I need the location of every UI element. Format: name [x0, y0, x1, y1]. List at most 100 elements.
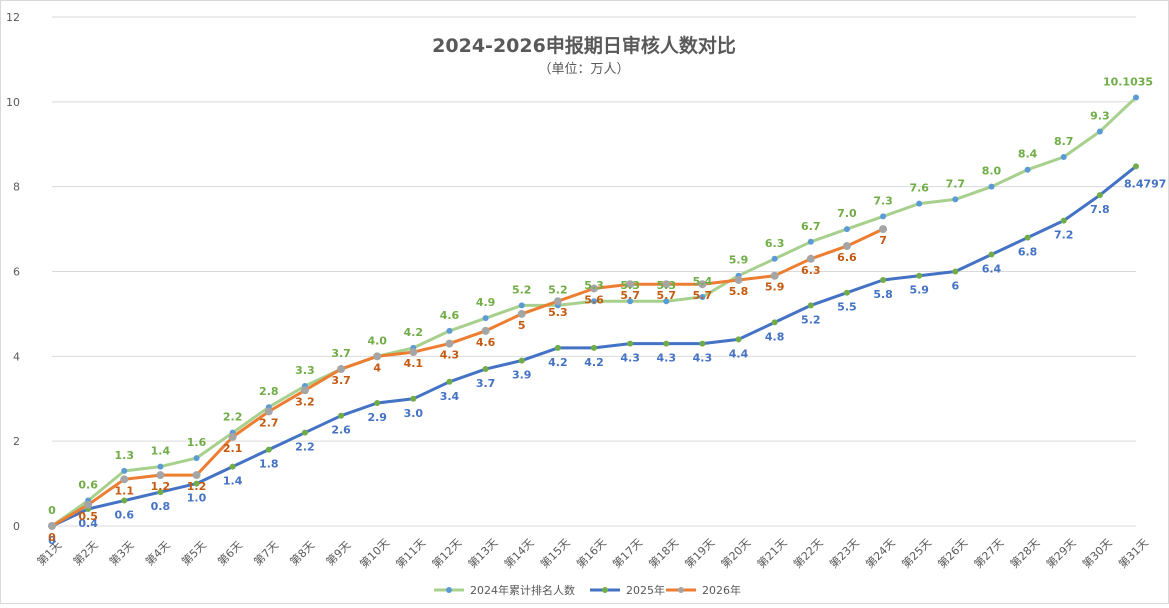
legend-item-label: 2026年: [702, 583, 741, 597]
series-point-1: [591, 344, 597, 351]
data-label: 6.7: [801, 220, 821, 233]
data-label: 5.3: [584, 279, 604, 292]
series-point-1: [1060, 217, 1067, 224]
y-tick-label: 2: [13, 435, 20, 448]
data-label: 3.0: [404, 407, 424, 420]
series-point-0: [121, 467, 128, 474]
data-label: 4.6: [440, 309, 460, 322]
series-point-2: [84, 500, 93, 509]
series-point-1: [301, 429, 308, 436]
data-label: 5: [518, 319, 526, 332]
data-label: 6.3: [801, 264, 821, 277]
data-label: 1.4: [151, 445, 171, 458]
data-label: 5.2: [548, 283, 568, 296]
data-label: 1.3: [115, 449, 135, 462]
data-label: 5.8: [729, 285, 749, 298]
y-tick-label: 10: [6, 96, 20, 109]
series-point-2: [553, 297, 562, 306]
y-tick-label: 4: [13, 350, 20, 363]
data-label: 1.1: [115, 484, 135, 497]
data-label: 0.8: [151, 500, 171, 513]
series-point-1: [554, 344, 561, 351]
data-label: 0.5: [78, 510, 98, 523]
series-point-1: [952, 268, 959, 275]
series-point-2: [517, 309, 526, 318]
series-point-2: [156, 471, 165, 480]
series-point-0: [988, 183, 995, 190]
data-label: 6.3: [765, 237, 785, 250]
data-label: 6.4: [982, 263, 1002, 276]
data-label: 4.9: [476, 296, 496, 309]
data-label: 10.1035: [1103, 75, 1153, 88]
series-point-1: [229, 463, 236, 470]
series-point-0: [807, 238, 814, 245]
legend-swatch-marker: [446, 587, 452, 593]
series-point-0: [1133, 94, 1139, 101]
series-point-0: [1024, 166, 1031, 173]
series-point-2: [48, 522, 56, 530]
data-label: 2.8: [259, 385, 279, 398]
series-point-1: [338, 412, 345, 419]
series-point-2: [300, 386, 309, 395]
chart-title: 2024-2026申报期日审核人数对比: [432, 34, 736, 57]
data-label: 5.3: [657, 279, 677, 292]
series-point-1: [1133, 163, 1139, 170]
data-label: 2.6: [331, 424, 351, 437]
data-label: 4.0: [367, 334, 387, 347]
series-point-2: [842, 242, 851, 251]
series-point-2: [228, 432, 237, 441]
legend-item-label: 2025年: [626, 583, 665, 597]
series-point-0: [663, 298, 670, 305]
series-point-1: [663, 340, 670, 347]
data-label: 5.3: [620, 279, 640, 292]
series-point-1: [446, 378, 453, 385]
series-point-2: [445, 339, 454, 348]
data-label: 4.3: [620, 352, 640, 365]
series-point-2: [409, 348, 418, 357]
data-label: 5.7: [693, 289, 713, 302]
data-label: 1.6: [187, 436, 207, 449]
series-point-1: [699, 340, 706, 347]
data-label: 3.4: [440, 390, 460, 403]
series-point-2: [770, 271, 779, 280]
series-point-0: [193, 455, 200, 462]
y-tick-label: 12: [6, 11, 20, 24]
data-label: 4.3: [657, 352, 677, 365]
data-label: 4.6: [476, 336, 496, 349]
data-label: 3.7: [476, 377, 496, 390]
data-label: 0: [48, 534, 56, 547]
series-point-1: [627, 340, 634, 347]
series-point-1: [1024, 234, 1031, 241]
data-label: 3.7: [331, 374, 351, 387]
data-label: 2.1: [223, 442, 243, 455]
y-tick-label: 0: [13, 520, 20, 533]
series-point-0: [518, 302, 525, 309]
series-point-0: [446, 327, 453, 334]
series-point-1: [265, 446, 272, 453]
data-label: 2.2: [295, 441, 315, 454]
series-point-0: [627, 298, 634, 305]
data-label: 5.9: [909, 284, 929, 297]
data-label: 3.9: [512, 369, 532, 382]
data-label: 4.2: [584, 356, 604, 369]
data-label: 3.3: [295, 364, 315, 377]
legend-item-label: 2024年累计排名人数: [470, 583, 575, 597]
series-point-2: [192, 471, 201, 480]
data-label: 8.4797: [1124, 177, 1166, 190]
data-label: 4: [373, 361, 381, 374]
series-point-2: [879, 225, 888, 234]
data-label: 1.0: [187, 492, 207, 505]
data-label: 5.9: [729, 254, 749, 267]
series-point-2: [481, 326, 490, 335]
series-point-0: [771, 255, 778, 262]
data-label: 5.8: [873, 288, 893, 301]
series-point-1: [374, 399, 381, 406]
data-label: 5.5: [837, 301, 857, 314]
data-label: 1.2: [187, 480, 207, 493]
series-point-2: [337, 365, 346, 374]
data-label: 0.6: [78, 479, 98, 492]
series-point-2: [734, 275, 743, 284]
data-label: 0: [48, 504, 56, 517]
